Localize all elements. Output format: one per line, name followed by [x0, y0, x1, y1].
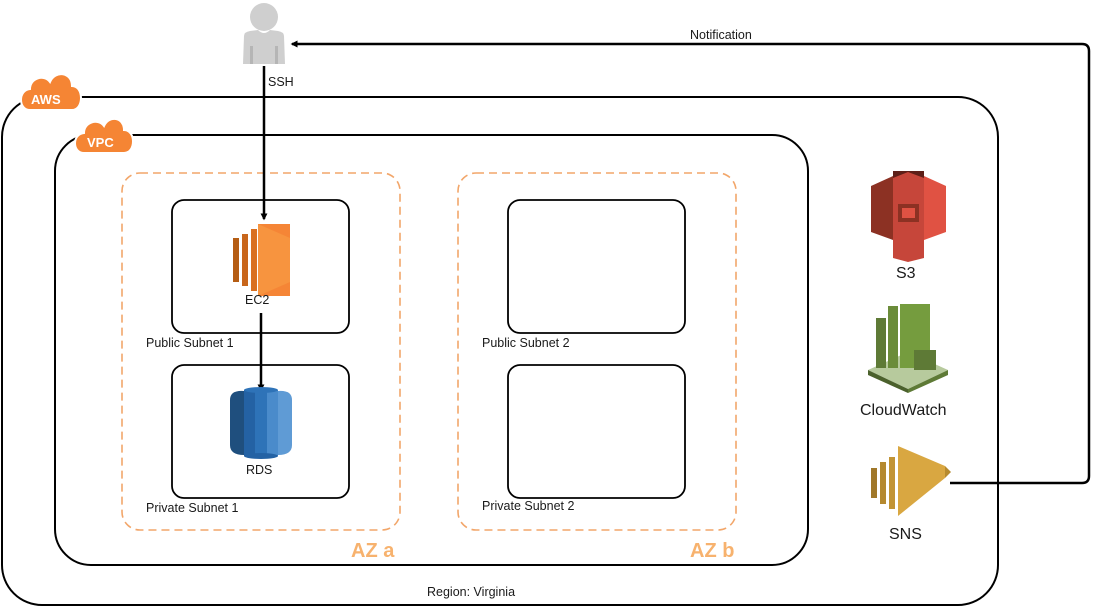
vpc-cloud-tag-icon: VPC [74, 118, 134, 154]
public-subnet-1-label: Public Subnet 1 [146, 336, 234, 350]
aws-tag-label: AWS [31, 92, 61, 107]
notification-label: Notification [690, 28, 752, 42]
rds-icon [230, 387, 292, 459]
public-subnet-2-box [507, 199, 686, 334]
private-subnet-2-box [507, 364, 686, 499]
availability-zone-b [457, 172, 737, 531]
sns-label: SNS [889, 526, 922, 543]
aws-cloud-tag-icon: AWS [20, 73, 82, 111]
ec2-label: EC2 [245, 293, 269, 307]
az-a-label: AZ a [351, 540, 395, 562]
vpc-tag-label: VPC [87, 135, 114, 150]
vpc-container [54, 134, 809, 566]
ssh-label: SSH [268, 75, 294, 89]
cloudwatch-label: CloudWatch [860, 402, 947, 419]
availability-zone-a [121, 172, 401, 531]
public-subnet-2-label: Public Subnet 2 [482, 336, 570, 350]
s3-icon [871, 171, 946, 262]
az-b-label: AZ b [690, 540, 734, 562]
cloudwatch-icon [868, 304, 948, 393]
private-subnet-1-label: Private Subnet 1 [146, 501, 238, 515]
s3-label: S3 [896, 265, 916, 282]
region-label: Region: Virginia [427, 585, 515, 599]
aws-cloud-container [1, 96, 999, 606]
user-icon [243, 3, 285, 64]
rds-label: RDS [246, 463, 272, 477]
private-subnet-2-label: Private Subnet 2 [482, 499, 574, 513]
ec2-icon [233, 224, 290, 296]
sns-notification-arrow [290, 40, 1091, 485]
sns-icon [871, 446, 951, 516]
